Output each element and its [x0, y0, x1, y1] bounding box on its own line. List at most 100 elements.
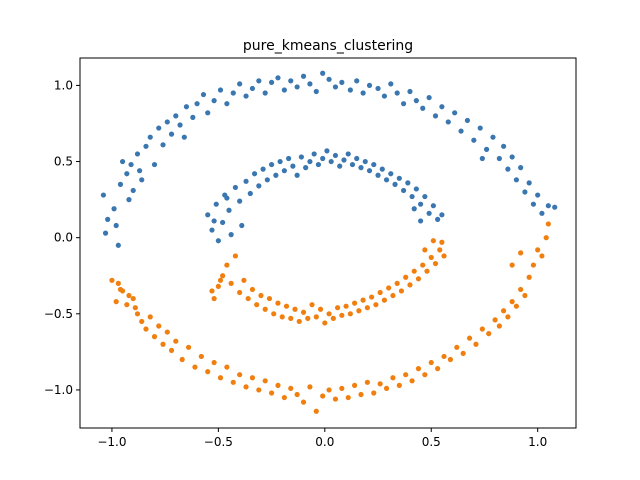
- scatter-point: [211, 359, 217, 366]
- scatter-point: [322, 320, 328, 326]
- scatter-point: [209, 288, 215, 294]
- scatter-point: [249, 85, 256, 92]
- scatter-point: [156, 125, 162, 131]
- scatter-point: [307, 81, 313, 87]
- scatter-point: [530, 201, 537, 207]
- scatter-point: [439, 104, 445, 110]
- scatter-point: [205, 212, 211, 218]
- scatter-point: [124, 302, 130, 308]
- scatter-point: [539, 253, 545, 259]
- scatter-point: [332, 152, 339, 159]
- scatter-point: [426, 94, 432, 101]
- scatter-point: [452, 110, 458, 116]
- scatter-point: [247, 190, 253, 197]
- scatter-point: [437, 247, 443, 253]
- scatter-point: [339, 312, 345, 318]
- scatter-point: [341, 157, 347, 163]
- scatter-point: [132, 305, 138, 311]
- scatter-point: [415, 276, 422, 282]
- scatter-point: [294, 391, 300, 398]
- scatter-point: [143, 326, 149, 332]
- plot-frame: [79, 57, 577, 429]
- scatter-point: [464, 117, 471, 124]
- scatter-point: [268, 161, 275, 168]
- scatter-point: [320, 155, 326, 162]
- scatter-point: [471, 137, 477, 143]
- scatter-point: [513, 303, 519, 309]
- scatter-point: [130, 295, 136, 302]
- scatter-point: [377, 381, 383, 387]
- scatter-point: [239, 222, 245, 229]
- scatter-point: [220, 219, 226, 226]
- scatter-point: [290, 163, 296, 169]
- scatter-point: [441, 253, 447, 259]
- scatter-point: [366, 168, 373, 174]
- scatter-point: [394, 90, 400, 96]
- x-tick-label: −1.0: [97, 435, 126, 449]
- scatter-point: [501, 308, 507, 314]
- scatter-point: [177, 122, 183, 128]
- scatter-point: [211, 98, 217, 104]
- scatter-point: [390, 375, 396, 381]
- scatter-point: [262, 306, 268, 312]
- scatter-point: [530, 262, 537, 268]
- scatter-point: [400, 187, 407, 194]
- scatter-point: [386, 285, 392, 291]
- scatter-point: [326, 76, 332, 82]
- scatter-point: [535, 247, 541, 253]
- scatter-point: [173, 113, 179, 119]
- scatter-point: [300, 399, 307, 405]
- scatter-point: [258, 292, 264, 299]
- scatter-point: [134, 311, 141, 317]
- scatter-point: [256, 183, 262, 189]
- scatter-point: [113, 222, 119, 229]
- scatter-point: [483, 146, 490, 152]
- scatter-point: [360, 297, 366, 303]
- scatter-point: [300, 309, 307, 315]
- scatter-point: [185, 344, 192, 350]
- scatter-point: [113, 299, 119, 305]
- scatter-point: [243, 384, 249, 390]
- scatter-point: [522, 292, 528, 299]
- scatter-point: [403, 274, 409, 280]
- scatter-point: [168, 131, 175, 137]
- scatter-point: [430, 203, 436, 209]
- scatter-point: [345, 151, 351, 157]
- scatter-point: [224, 262, 230, 268]
- scatter-point: [277, 158, 283, 165]
- scatter-point: [311, 151, 317, 157]
- scatter-point: [215, 283, 221, 289]
- scatter-point: [518, 250, 524, 256]
- scatter-point: [220, 273, 226, 279]
- scatter-point: [160, 142, 166, 148]
- scatter-point: [388, 171, 394, 177]
- scatter-point: [317, 306, 324, 312]
- scatter-point: [213, 201, 219, 207]
- scatter-point: [545, 203, 551, 209]
- scatter-point: [215, 238, 221, 244]
- scatter-point: [426, 210, 432, 216]
- scatter-point: [439, 239, 445, 245]
- scatter-point: [173, 338, 179, 344]
- scatter-point: [151, 334, 158, 340]
- scatter-point: [309, 302, 315, 308]
- scatter-point: [539, 210, 545, 216]
- scatter-point: [339, 385, 345, 392]
- scatter-point: [264, 177, 270, 183]
- scatter-point: [147, 314, 153, 320]
- scatter-point: [349, 161, 356, 168]
- scatter-point: [217, 375, 224, 381]
- scatter-point: [102, 230, 109, 236]
- chart-title: pure_kmeans_clustering: [243, 38, 413, 54]
- scatter-point: [518, 165, 524, 171]
- scatter-point: [217, 87, 224, 93]
- scatter-point: [473, 341, 479, 347]
- scatter-point: [211, 295, 217, 302]
- scatter-point: [296, 318, 302, 325]
- scatter-point: [522, 189, 528, 195]
- scatter-point: [156, 323, 162, 329]
- scatter-point: [352, 382, 358, 388]
- scatter-point: [328, 158, 334, 165]
- scatter-point: [164, 329, 170, 335]
- scatter-point: [396, 175, 402, 181]
